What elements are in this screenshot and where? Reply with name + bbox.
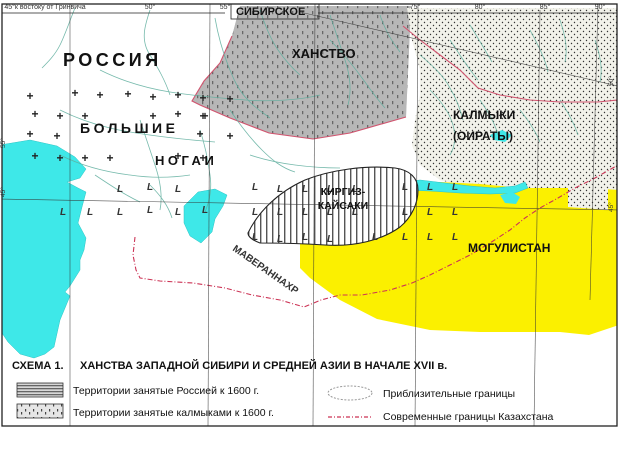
svg-text:Современные границы Казахстана: Современные границы Казахстана bbox=[383, 411, 553, 423]
svg-text:L: L bbox=[427, 207, 433, 218]
svg-text:Приблизительные границы: Приблизительные границы bbox=[383, 388, 515, 400]
svg-text:L: L bbox=[302, 207, 308, 218]
svg-text:L: L bbox=[175, 184, 181, 195]
svg-text:L: L bbox=[302, 184, 308, 195]
svg-text:+: + bbox=[106, 151, 113, 165]
svg-text:L: L bbox=[87, 207, 93, 218]
svg-text:+: + bbox=[56, 151, 63, 165]
svg-text:КАЛМЫКИ: КАЛМЫКИ bbox=[453, 108, 515, 122]
svg-text:ХАНСТВО: ХАНСТВО bbox=[292, 46, 356, 61]
svg-text:+: + bbox=[196, 127, 203, 141]
svg-text:ХАНСТВА ЗАПАДНОЙ СИБИРИ И СРЕД: ХАНСТВА ЗАПАДНОЙ СИБИРИ И СРЕДНЕЙ АЗИИ В… bbox=[80, 359, 447, 372]
svg-text:КАЙСАКИ: КАЙСАКИ bbox=[318, 199, 368, 212]
svg-text:СХЕМА 1.: СХЕМА 1. bbox=[12, 360, 64, 372]
svg-text:+: + bbox=[226, 92, 233, 106]
svg-text:L: L bbox=[252, 232, 258, 243]
svg-text:+: + bbox=[26, 89, 33, 103]
svg-text:55°: 55° bbox=[0, 138, 7, 148]
svg-text:РОССИЯ: РОССИЯ bbox=[63, 50, 162, 70]
svg-text:Территории занятые калмыками к: Территории занятые калмыками к 1600 г. bbox=[73, 407, 274, 419]
svg-text:+: + bbox=[31, 149, 38, 163]
svg-text:L: L bbox=[277, 207, 283, 218]
svg-text:Территории занятые Россией к 1: Территории занятые Россией к 1600 г. bbox=[73, 385, 259, 397]
svg-text:L: L bbox=[60, 207, 66, 218]
svg-text:+: + bbox=[226, 129, 233, 143]
svg-text:50°: 50° bbox=[607, 76, 615, 86]
svg-text:45°: 45° bbox=[607, 202, 615, 212]
svg-text:L: L bbox=[202, 205, 208, 216]
svg-text:L: L bbox=[147, 182, 153, 193]
svg-text:L: L bbox=[175, 207, 181, 218]
svg-text:+: + bbox=[96, 88, 103, 102]
svg-text:+: + bbox=[199, 91, 206, 105]
svg-text:L: L bbox=[277, 184, 283, 195]
svg-text:L: L bbox=[277, 234, 283, 245]
svg-text:L: L bbox=[427, 232, 433, 243]
svg-text:L: L bbox=[117, 184, 123, 195]
svg-text:45°: 45° bbox=[0, 187, 7, 197]
svg-text:+: + bbox=[53, 129, 60, 143]
svg-text:+: + bbox=[26, 127, 33, 141]
svg-text:L: L bbox=[372, 232, 378, 243]
svg-text:+: + bbox=[174, 107, 181, 121]
svg-text:L: L bbox=[117, 207, 123, 218]
svg-text:+: + bbox=[174, 88, 181, 102]
svg-text:+: + bbox=[56, 109, 63, 123]
svg-text:КИРГИЗ-: КИРГИЗ- bbox=[321, 186, 366, 198]
svg-text:L: L bbox=[452, 207, 458, 218]
svg-text:МОГУЛИСТАН: МОГУЛИСТАН bbox=[468, 241, 550, 255]
svg-text:+: + bbox=[31, 107, 38, 121]
svg-text:L: L bbox=[252, 182, 258, 193]
svg-text:L: L bbox=[427, 182, 433, 193]
svg-text:+: + bbox=[124, 87, 131, 101]
svg-text:L: L bbox=[327, 234, 333, 245]
svg-text:L: L bbox=[452, 232, 458, 243]
svg-text:(ОИРАТЫ): (ОИРАТЫ) bbox=[453, 129, 513, 143]
svg-text:+: + bbox=[81, 151, 88, 165]
svg-text:+: + bbox=[149, 90, 156, 104]
svg-text:L: L bbox=[452, 182, 458, 193]
svg-text:+: + bbox=[71, 86, 78, 100]
svg-text:L: L bbox=[302, 232, 308, 243]
svg-text:БОЛЬШИЕ: БОЛЬШИЕ bbox=[80, 120, 178, 136]
svg-text:L: L bbox=[402, 182, 408, 193]
svg-text:L: L bbox=[147, 205, 153, 216]
svg-text:L: L bbox=[402, 232, 408, 243]
svg-text:СИБИРСКОЕ: СИБИРСКОЕ bbox=[236, 6, 305, 18]
svg-text:НОГАИ: НОГАИ bbox=[155, 153, 217, 168]
svg-text:L: L bbox=[252, 207, 258, 218]
svg-text:L: L bbox=[402, 207, 408, 218]
svg-text:+: + bbox=[201, 109, 208, 123]
